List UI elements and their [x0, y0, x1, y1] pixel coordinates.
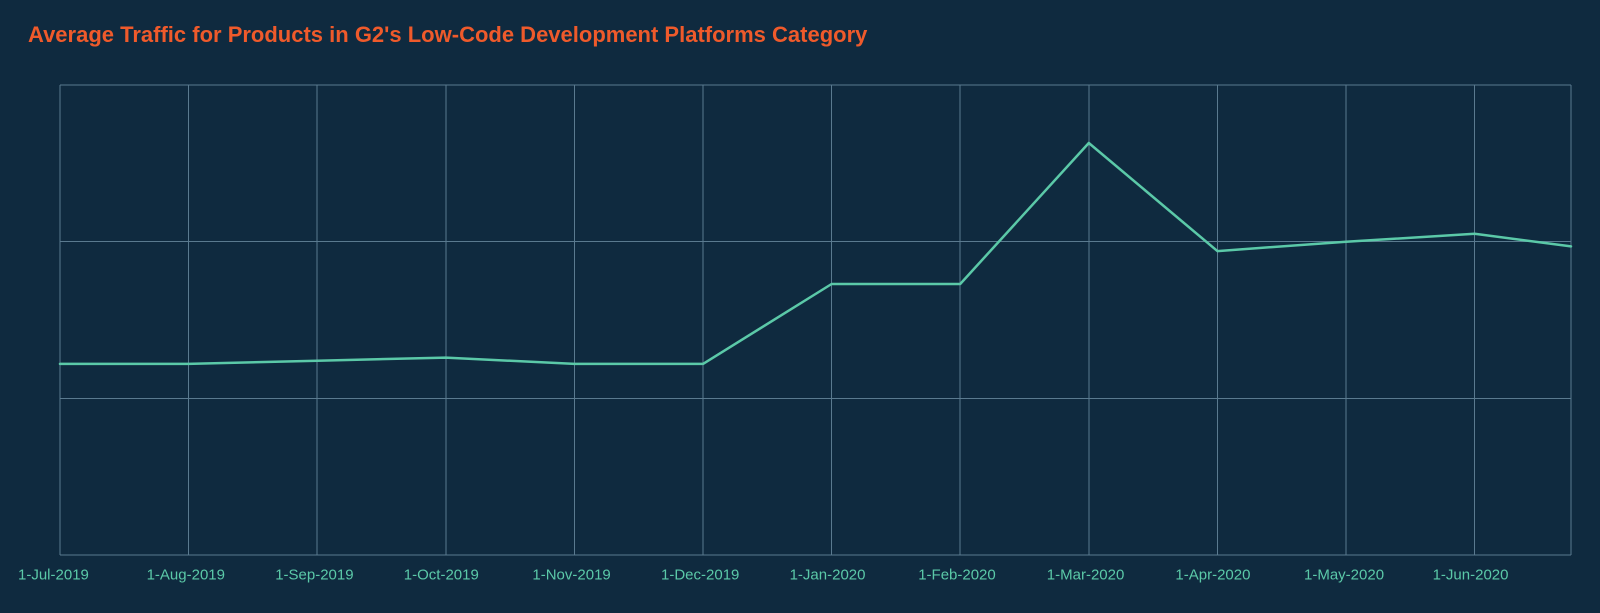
x-axis-labels: 1-Jul-2019 1-Aug-2019 1-Sep-2019 1-Oct-2019… [18, 566, 1508, 583]
x-tick-label: 1-Dec-2019 [661, 566, 739, 583]
x-tick-label: 1-Feb-2020 [918, 566, 996, 583]
chart-svg: 1-Jul-2019 1-Aug-2019 1-Sep-2019 1-Oct-2019… [0, 0, 1600, 613]
x-tick-label: 1-Apr-2020 [1175, 566, 1250, 583]
x-tick-label: 1-Mar-2020 [1047, 566, 1125, 583]
chart-area: 1-Jul-2019 1-Aug-2019 1-Sep-2019 1-Oct-2019… [0, 0, 1600, 613]
x-tick-label: 1-Aug-2019 [147, 566, 225, 583]
x-tick-label: 1-Jun-2020 [1433, 566, 1509, 583]
traffic-series-line [60, 143, 1571, 364]
chart-grid [60, 85, 1571, 555]
x-tick-label: 1-Oct-2019 [404, 566, 479, 583]
x-tick-label: 1-May-2020 [1304, 566, 1384, 583]
x-tick-label: 1-Jan-2020 [790, 566, 866, 583]
x-tick-label: 1-Sep-2019 [275, 566, 353, 583]
x-tick-label: 1-Jul-2019 [18, 566, 89, 583]
x-tick-label: 1-Nov-2019 [532, 566, 610, 583]
